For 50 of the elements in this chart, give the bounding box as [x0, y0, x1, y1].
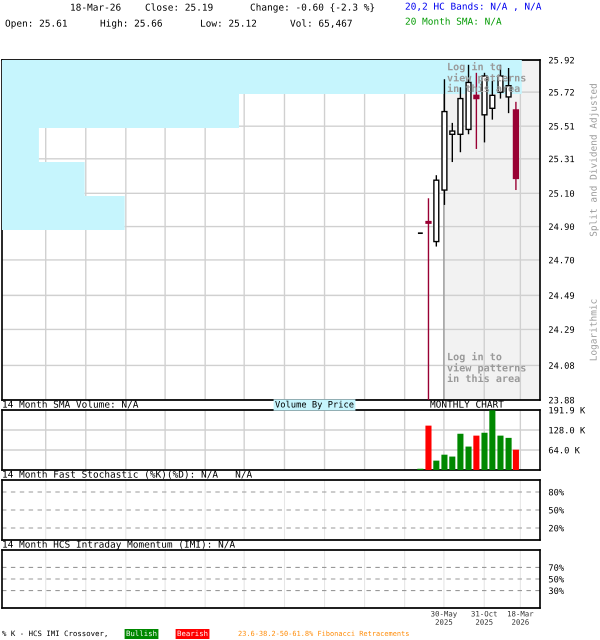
text: Logarithmic: [589, 300, 599, 360]
text: 20,2 HC Bands: N/A , N/A: [406, 2, 542, 11]
bar: [449, 456, 456, 470]
y-tick-label: 25.92: [548, 56, 574, 64]
y-tick-label: 50%: [548, 506, 564, 514]
bar: [489, 410, 496, 470]
y-tick-label: 23.88: [548, 396, 574, 404]
text: 20 Month SMA: N/A: [406, 17, 502, 26]
text: Close: 25.19: [146, 3, 213, 11]
text: Change: -0.60 {-2.3 %}: [250, 3, 374, 13]
y-tick-label: 191.9 K: [549, 406, 586, 414]
text: Vol: 65,467: [290, 19, 352, 28]
annotation: Log in to view patterns in this area: [447, 352, 526, 382]
text: MONTHLY CHART: [430, 400, 504, 408]
y-tick-label: 25.31: [548, 156, 574, 162]
y-tick-label: 24.49: [548, 292, 574, 299]
chart-title: 14 Month SMA Volume: N/A: [3, 400, 138, 409]
candlestick: [425, 198, 432, 400]
y-tick-label: 25.72: [548, 88, 574, 96]
bar: [497, 436, 504, 470]
y-axis-title: Split and Dividend Adjusted: [589, 84, 599, 236]
y-tick-label: 50%: [548, 576, 564, 582]
text: Volume By Price: [275, 400, 354, 410]
text: High: 25.66: [100, 19, 162, 29]
y-tick-label: 80%: [548, 488, 564, 496]
y-tick-label: 24.29: [548, 326, 574, 333]
bar: [425, 426, 432, 470]
bar: [481, 432, 488, 470]
y-tick-label: 64.0 K: [548, 446, 580, 454]
bar: [465, 446, 472, 470]
text: Open: 25.61: [6, 20, 67, 29]
bar: [512, 450, 519, 470]
bar: [473, 436, 480, 470]
text: 18-Mar-26: [71, 4, 121, 11]
y-tick-label: 24.90: [548, 223, 574, 230]
y-tick-label: 25.51: [548, 122, 574, 130]
y-tick-label: 25.10: [548, 190, 574, 197]
y-tick-label: 24.70: [548, 256, 574, 264]
text: Low: 25.12: [200, 20, 256, 27]
bar: [441, 454, 448, 470]
bar: [457, 434, 464, 470]
chart-title: 14 Month HCS Intraday Momentum (IMI): N/A: [3, 540, 235, 550]
y-tick-label: 24.08: [548, 362, 574, 369]
bar: [433, 460, 440, 470]
y-tick-label: 128.0 K: [549, 426, 586, 434]
y-tick-label: 70%: [548, 564, 564, 571]
bar: [506, 438, 512, 470]
chart-title: 14 Month Fast Stochastic (%K)(%D): N/A N/A: [3, 470, 252, 479]
y-tick-label: 30%: [548, 587, 564, 594]
y-tick-label: 20%: [548, 524, 564, 532]
